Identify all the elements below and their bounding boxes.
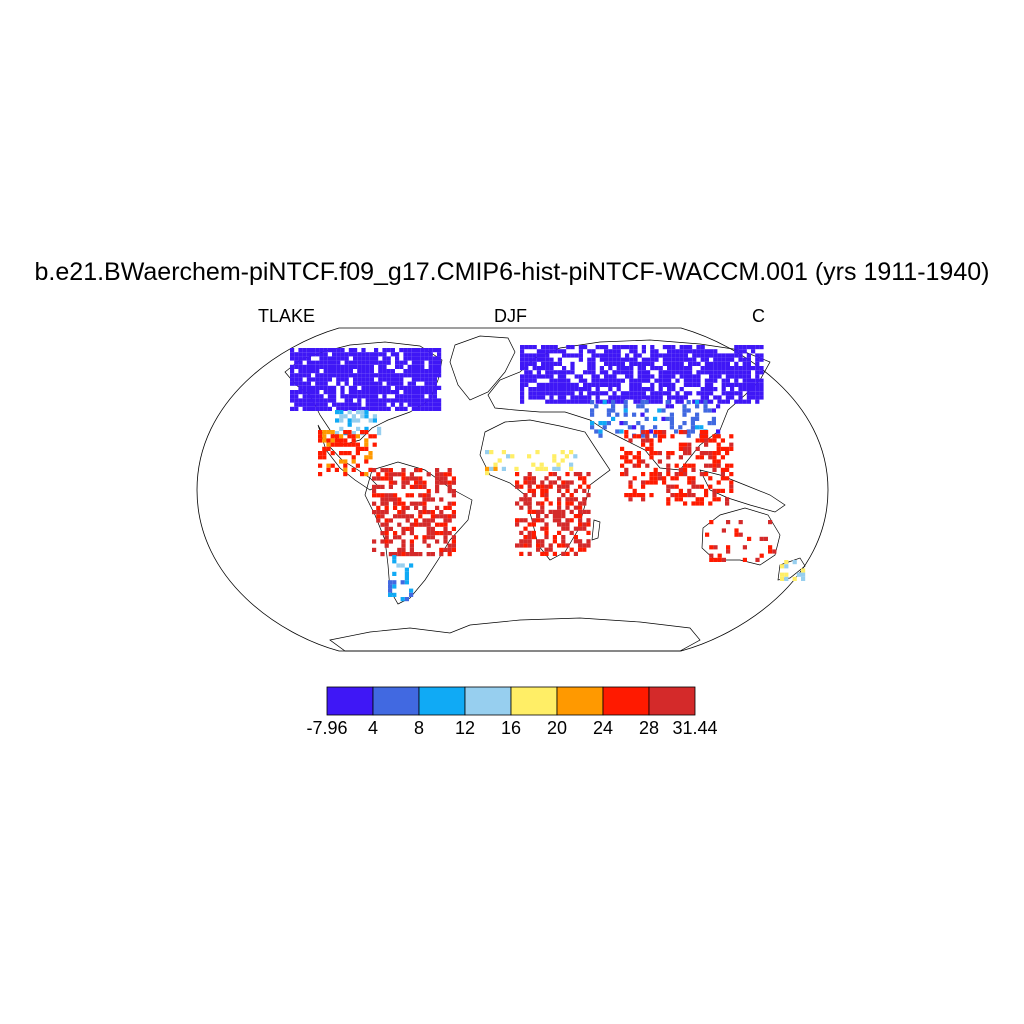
coast-greenland (449, 335, 516, 401)
region-amazon-basin (372, 468, 456, 557)
map-boundary (196, 327, 829, 652)
region-southeastern-united-states (335, 410, 382, 436)
season-label: DJF (494, 306, 527, 326)
colorbar-swatch-6 (602, 686, 650, 716)
region-central-africa (515, 472, 591, 556)
colorbar-label-4: 16 (500, 718, 522, 738)
colorbar-swatch-5 (556, 686, 604, 716)
region-southern-south-america (388, 555, 414, 602)
coast-southeast-asia (699, 469, 786, 513)
colorbar-swatch-1 (372, 686, 420, 716)
colorbar-label-0: -7.96 (306, 718, 348, 738)
colorbar-label-8: 31.44 (672, 718, 718, 738)
colorbar-swatch-4 (510, 686, 558, 716)
plot-title: b.e21.BWaerchem-piNTCF.f09_g17.CMIP6-his… (34, 258, 990, 286)
region-mexico-central-america (318, 430, 377, 477)
colorbar-label-5: 20 (546, 718, 568, 738)
region-north-america-high-latitudes (290, 348, 442, 411)
colorbar-label-7: 28 (638, 718, 660, 738)
region-new-zealand (780, 560, 806, 581)
colorbar-label-3: 12 (454, 718, 476, 738)
colorbar-swatch-0 (326, 686, 374, 716)
coast-madagascar (591, 519, 601, 541)
region-australia (705, 520, 777, 562)
colorbar (326, 686, 696, 716)
colorbar-label-6: 24 (592, 718, 614, 738)
region-northern-eurasia (520, 345, 764, 404)
coast-north-america (284, 341, 443, 446)
colorbar-label-1: 4 (367, 718, 379, 738)
region-india-southeast-asia (620, 430, 734, 506)
tlake-field (290, 345, 806, 602)
coast-new-zealand (777, 557, 806, 581)
colorbar-label-2: 8 (413, 718, 425, 738)
units-label: C (752, 306, 765, 326)
colorbar-swatch-3 (464, 686, 512, 716)
region-central-asia (590, 400, 721, 438)
colorbar-swatch-7 (648, 686, 696, 716)
colorbar-swatch-2 (418, 686, 466, 716)
variable-label: TLAKE (258, 306, 316, 326)
region-sahel (485, 450, 578, 476)
coast-antarctica (329, 617, 701, 652)
